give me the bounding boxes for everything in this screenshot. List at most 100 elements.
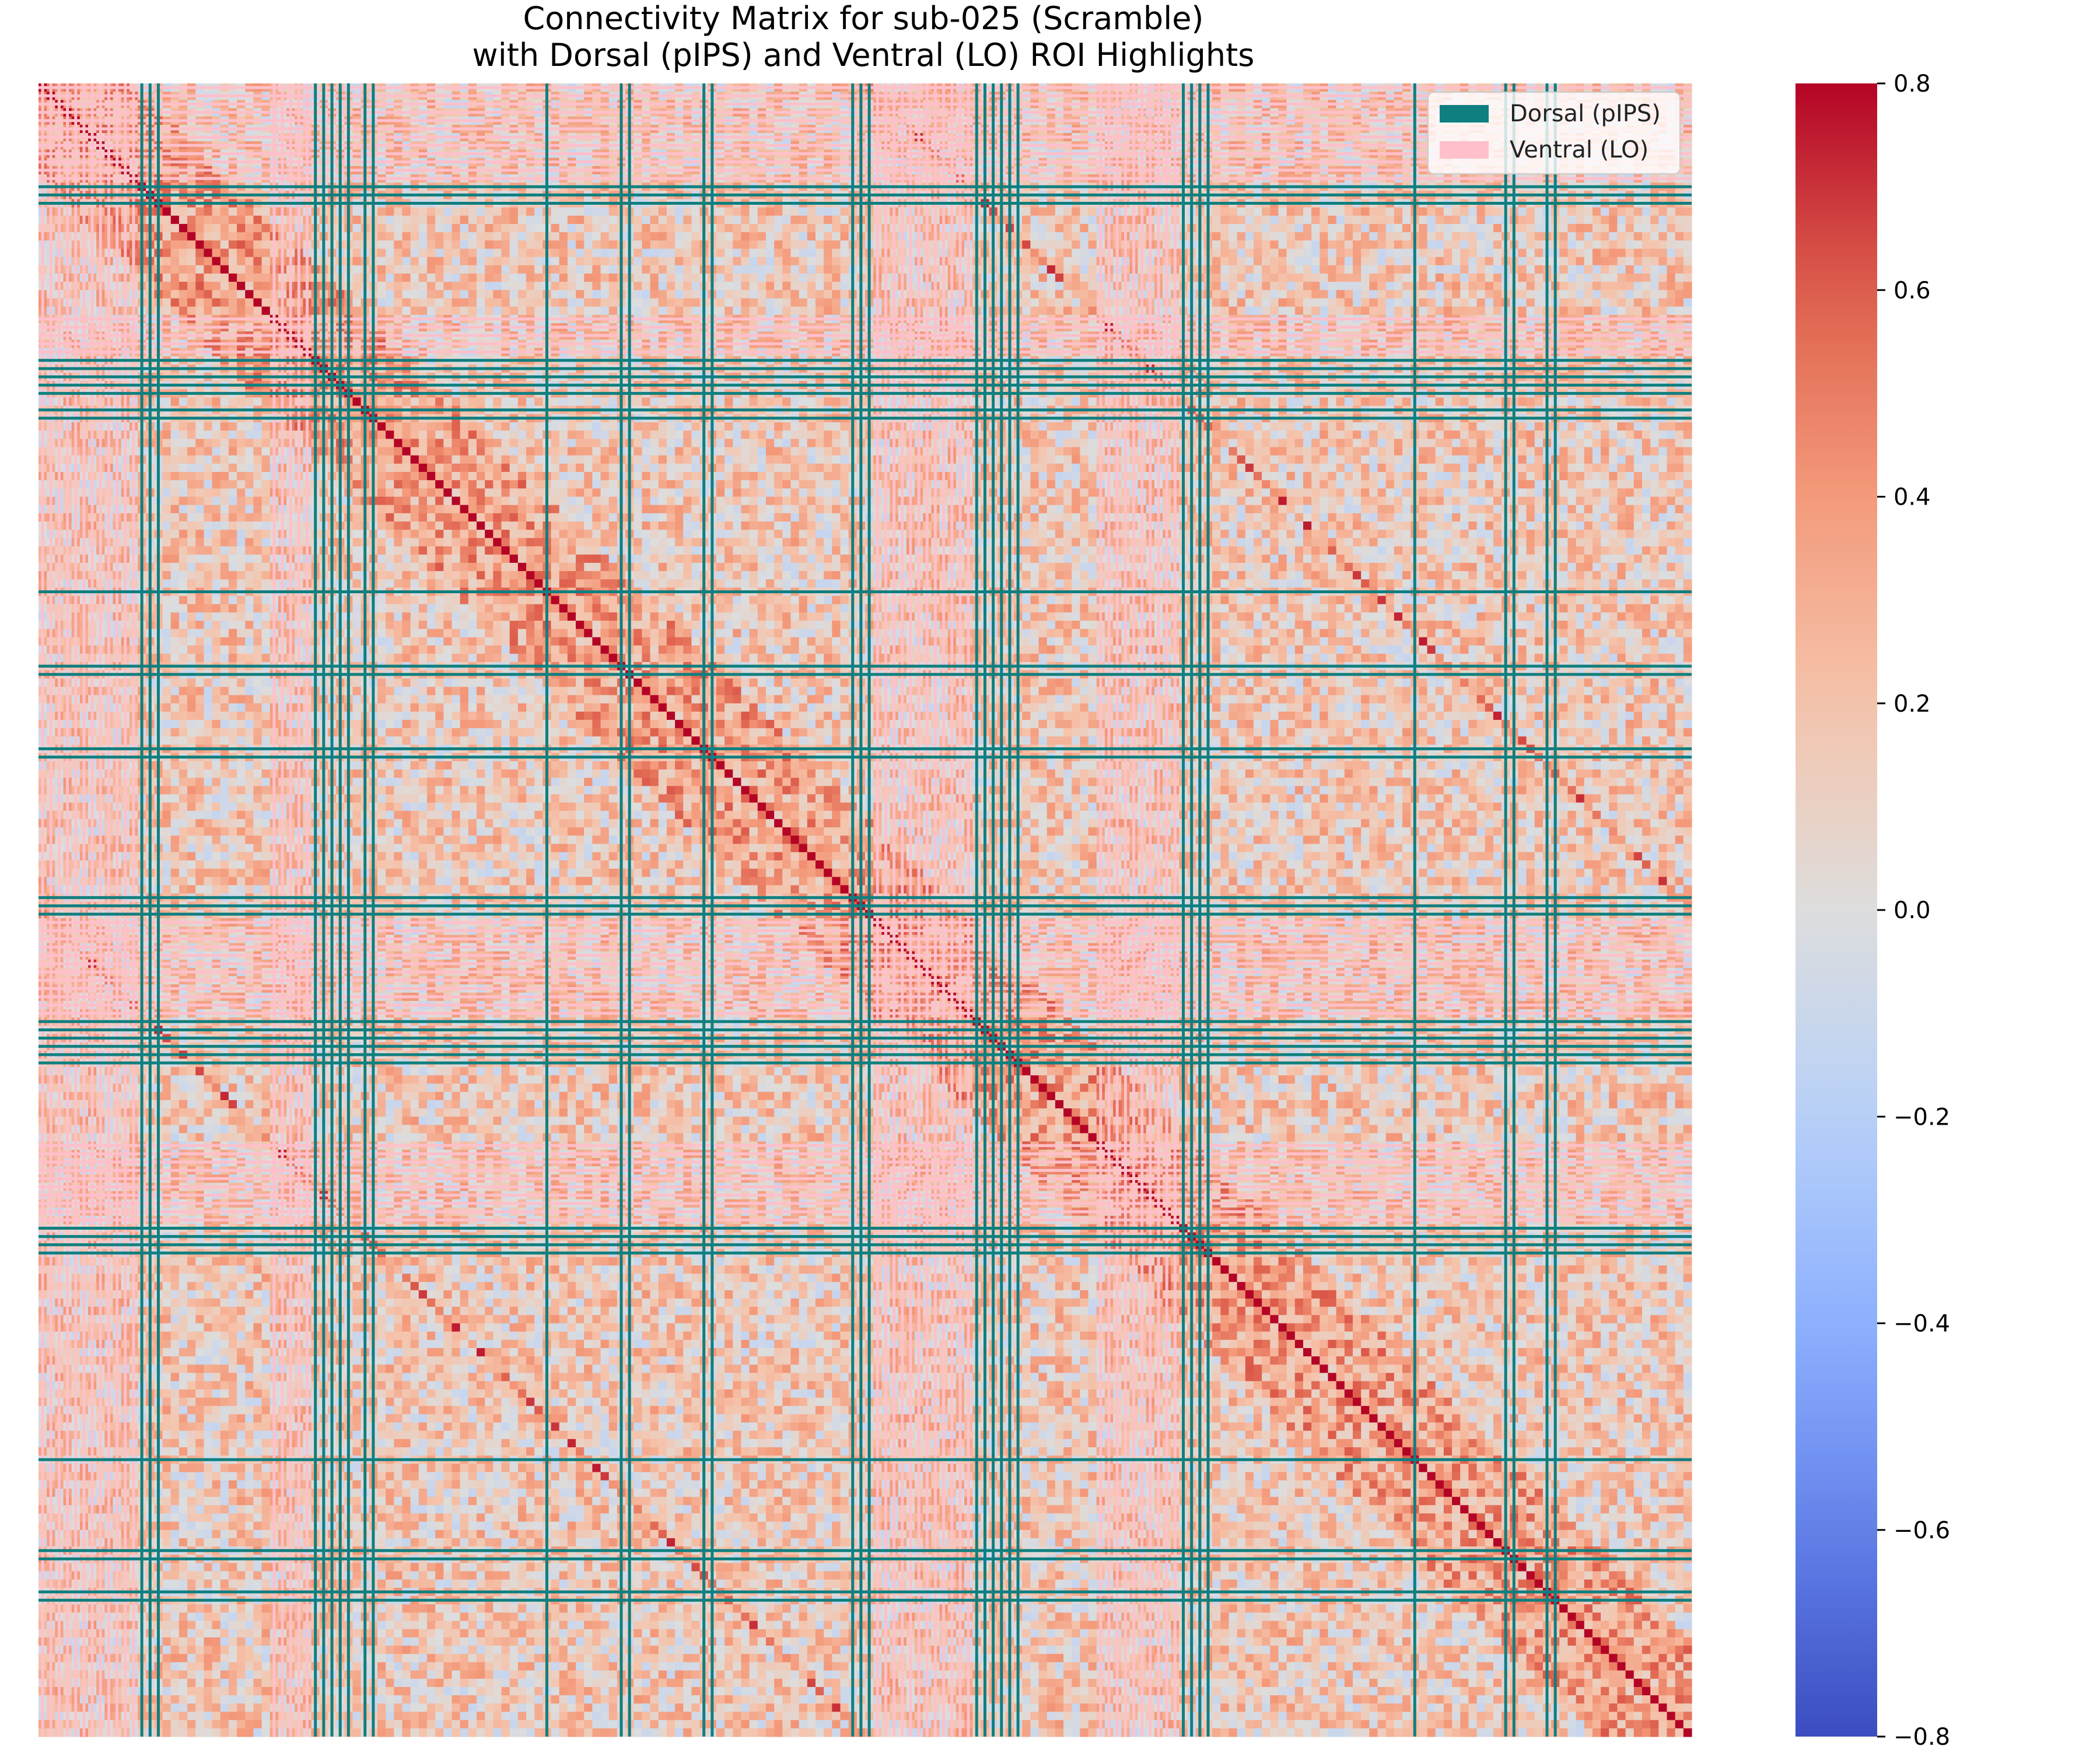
- heatmap-cell: [683, 224, 692, 233]
- heatmap-cell: [1063, 232, 1072, 241]
- heatmap-cell: [526, 224, 535, 233]
- heatmap-cell: [1336, 208, 1345, 216]
- heatmap-cell: [584, 232, 593, 241]
- heatmap-cell: [659, 208, 667, 216]
- heatmap-cell: [691, 232, 700, 241]
- heatmap-cell: [1527, 208, 1535, 216]
- heatmap-cell: [559, 216, 568, 225]
- heatmap-cell: [1220, 208, 1229, 216]
- heatmap-cell: [750, 224, 758, 233]
- heatmap-cell: [634, 224, 642, 233]
- heatmap-cell: [237, 232, 246, 241]
- heatmap-cell: [1642, 216, 1651, 225]
- heatmap-cell: [1535, 224, 1544, 233]
- heatmap-cell: [1626, 216, 1634, 225]
- heatmap-cell: [1336, 224, 1345, 233]
- heatmap-cell: [675, 208, 684, 216]
- heatmap-cell: [1576, 208, 1585, 216]
- heatmap-cell: [568, 208, 576, 216]
- heatmap-cell: [402, 208, 411, 216]
- heatmap-cell: [601, 216, 610, 225]
- heatmap-cell: [1444, 216, 1452, 225]
- heatmap-cell: [1039, 208, 1048, 216]
- heatmap-cell: [551, 224, 560, 233]
- heatmap-cell: [724, 216, 733, 225]
- heatmap-cell: [1369, 224, 1378, 233]
- chart-title-line1: Connectivity Matrix for sub-025 (Scrambl…: [523, 0, 1204, 37]
- heatmap-cell: [799, 208, 808, 216]
- heatmap-cell: [1212, 216, 1221, 225]
- heatmap-cell: [790, 224, 799, 233]
- heatmap-cell: [675, 224, 684, 233]
- heatmap-cell: [1527, 216, 1535, 225]
- heatmap-cell: [724, 208, 733, 216]
- heatmap-cell: [394, 216, 402, 225]
- heatmap-cell: [1303, 208, 1312, 216]
- heatmap-cell: [741, 208, 750, 216]
- heatmap-cell: [782, 232, 791, 241]
- heatmap-cell: [1245, 216, 1254, 225]
- heatmap-cell: [1303, 224, 1312, 233]
- heatmap-cell: [1468, 208, 1477, 216]
- heatmap-cell: [1088, 224, 1097, 233]
- heatmap-cell: [1601, 224, 1609, 233]
- heatmap-cell: [1559, 216, 1568, 225]
- heatmap-cell: [1436, 216, 1444, 225]
- heatmap-cell: [1030, 208, 1039, 216]
- heatmap-cell: [1684, 224, 1692, 233]
- heatmap-cell: [799, 224, 808, 233]
- heatmap-cell: [1047, 208, 1056, 216]
- heatmap-cell: [386, 216, 394, 225]
- heatmap-cell: [1345, 232, 1353, 241]
- heatmap-cell: [460, 208, 469, 216]
- heatmap-cell: [485, 216, 494, 225]
- heatmap-cell: [592, 232, 601, 241]
- heatmap-cell: [1022, 208, 1031, 216]
- heatmap-cell: [1658, 216, 1667, 225]
- heatmap-cell: [584, 216, 593, 225]
- heatmap-cell: [1353, 224, 1362, 233]
- heatmap-cell: [576, 232, 584, 241]
- heatmap-cell: [163, 216, 172, 225]
- heatmap-cell: [187, 224, 196, 233]
- heatmap-cell: [187, 216, 196, 225]
- heatmap-cell: [1055, 208, 1064, 216]
- heatmap-cell: [1220, 224, 1229, 233]
- heatmap-cell: [1212, 208, 1221, 216]
- heatmap-cell: [460, 224, 469, 233]
- heatmap-cell: [774, 208, 783, 216]
- heatmap-cell: [1477, 216, 1486, 225]
- heatmap-cell: [1228, 208, 1237, 216]
- heatmap-cell: [1220, 232, 1229, 241]
- heatmap-cell: [1047, 216, 1056, 225]
- heatmap-cell: [758, 216, 766, 225]
- heatmap-cell: [1402, 208, 1411, 216]
- heatmap-cell: [568, 232, 576, 241]
- heatmap-cell: [204, 232, 212, 241]
- heatmap-cell: [758, 224, 766, 233]
- heatmap-cell: [212, 232, 221, 241]
- heatmap-cell: [568, 216, 576, 225]
- heatmap-cell: [741, 232, 750, 241]
- heatmap-cell: [237, 208, 246, 216]
- heatmap-cell: [1262, 224, 1270, 233]
- heatmap-cell: [1320, 232, 1328, 241]
- heatmap-cell: [1601, 208, 1609, 216]
- heatmap-cell: [435, 208, 444, 216]
- heatmap-cell: [253, 232, 262, 241]
- heatmap-cell: [799, 232, 808, 241]
- heatmap-cell: [411, 232, 419, 241]
- heatmap-cell: [1634, 224, 1643, 233]
- heatmap-cell: [195, 208, 204, 216]
- heatmap-cell: [1039, 232, 1048, 241]
- heatmap-cell: [1295, 232, 1304, 241]
- heatmap-cell: [1030, 224, 1039, 233]
- heatmap-cell: [253, 208, 262, 216]
- heatmap-cell: [477, 232, 485, 241]
- heatmap-cell: [1642, 224, 1651, 233]
- heatmap-cell: [237, 216, 246, 225]
- heatmap-cell: [1303, 216, 1312, 225]
- heatmap-cell: [1262, 216, 1270, 225]
- heatmap-cell: [790, 216, 799, 225]
- heatmap-cell: [1402, 224, 1411, 233]
